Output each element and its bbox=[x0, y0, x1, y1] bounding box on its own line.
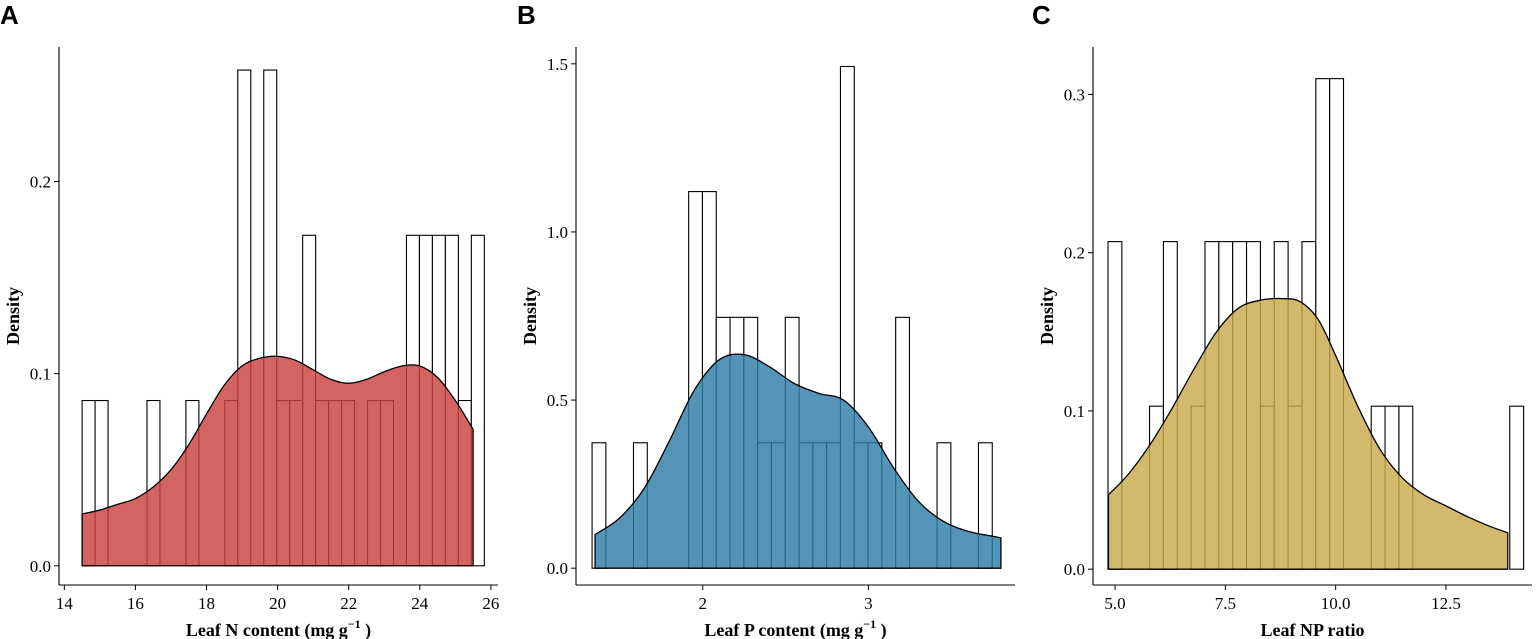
x-axis-title-main: Leaf NP ratio bbox=[1261, 620, 1365, 639]
y-tick-label: 1.5 bbox=[547, 55, 568, 74]
y-tick-label: 1.0 bbox=[547, 223, 568, 242]
density-curve bbox=[81, 355, 474, 567]
panel-letter: A bbox=[0, 0, 19, 30]
y-axis-title: Density bbox=[1037, 287, 1057, 345]
x-tick-label: 16 bbox=[127, 594, 144, 613]
x-tick-label: 14 bbox=[56, 594, 74, 613]
y-tick-label: 0.2 bbox=[30, 173, 51, 192]
panel-letter: C bbox=[1032, 0, 1051, 30]
x-tick-label: 2 bbox=[698, 594, 707, 613]
x-tick-label: 18 bbox=[198, 594, 215, 613]
x-tick-label: 24 bbox=[411, 594, 429, 613]
y-tick-label: 0.0 bbox=[1064, 560, 1085, 579]
x-axis-title-tail: ) bbox=[361, 620, 372, 639]
y-tick-label: 0.3 bbox=[1064, 85, 1085, 104]
y-axis-title: Density bbox=[520, 287, 540, 345]
y-tick-label: 0.5 bbox=[547, 391, 568, 410]
x-axis-title: Leaf P content (mg g−1 ) bbox=[704, 617, 886, 639]
x-tick-label: 5.0 bbox=[1104, 594, 1125, 613]
y-tick-label: 0.1 bbox=[1064, 402, 1085, 421]
x-tick-label: 22 bbox=[340, 594, 357, 613]
y-tick-label: 0.0 bbox=[547, 559, 568, 578]
x-axis-title-superscript: −1 bbox=[348, 617, 361, 631]
histogram-bar bbox=[470, 234, 485, 567]
x-axis-title-superscript: −1 bbox=[863, 617, 876, 631]
y-tick-label: 0.2 bbox=[1064, 244, 1085, 263]
y-tick-label: 0.1 bbox=[30, 365, 51, 384]
x-tick-label: 7.5 bbox=[1215, 594, 1236, 613]
density-curve bbox=[1107, 297, 1509, 570]
x-tick-label: 26 bbox=[482, 594, 499, 613]
x-axis-title-main: Leaf P content (mg g bbox=[704, 620, 863, 639]
x-axis-title: Leaf NP ratio bbox=[1261, 620, 1365, 639]
density-curve bbox=[594, 353, 1002, 569]
y-axis-title: Density bbox=[3, 287, 23, 345]
panel-letter: B bbox=[517, 0, 536, 30]
x-tick-label: 10.0 bbox=[1321, 594, 1351, 613]
x-axis-title: Leaf N content (mg g−1 ) bbox=[186, 617, 371, 639]
x-tick-label: 12.5 bbox=[1431, 594, 1461, 613]
histogram-bar bbox=[1509, 405, 1525, 570]
x-axis-title-main: Leaf N content (mg g bbox=[186, 620, 348, 639]
x-axis-title-tail: ) bbox=[876, 620, 887, 639]
x-tick-label: 20 bbox=[269, 594, 286, 613]
chart-panel-c: 0.0 0.1 0.2 0.3 5.0 7.5 10.0 12.5 Leaf NP ratio D… bbox=[1032, 0, 1532, 639]
y-tick-label: 0.0 bbox=[30, 557, 51, 576]
chart-panel-a: 0.0 0.1 0.2 14 16 18 20 22 24 26 Leaf N content (m… bbox=[0, 0, 499, 639]
x-tick-label: 3 bbox=[864, 594, 873, 613]
